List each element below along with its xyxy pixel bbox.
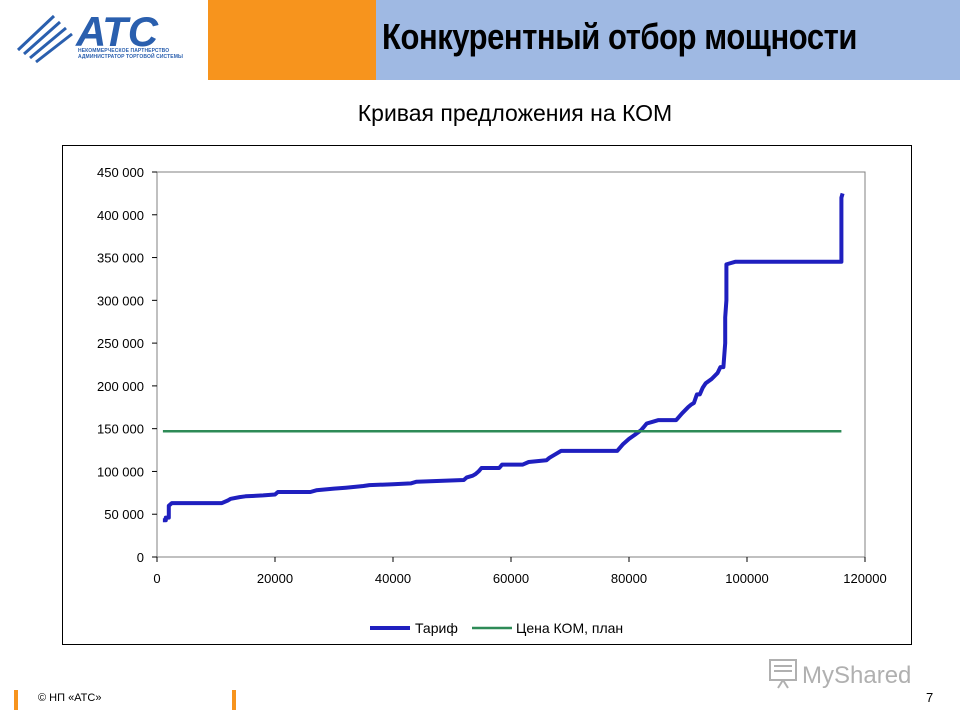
watermark: MyShared xyxy=(769,659,911,689)
footer-bar-right xyxy=(232,690,236,710)
copyright: © НП «АТС» xyxy=(38,692,102,704)
y-tick-label: 400 000 xyxy=(97,208,144,223)
y-tick-label: 250 000 xyxy=(97,336,144,351)
ats-logo: АТС xyxy=(16,8,159,64)
page-title: Конкурентный отбор мощности xyxy=(382,16,857,57)
x-tick-label: 80000 xyxy=(611,571,647,586)
x-tick-label: 40000 xyxy=(375,571,411,586)
header-accent xyxy=(208,0,376,80)
logo-subtitle: НЕКОММЕРЧЕСКОЕ ПАРТНЕРСТВО АДМИНИСТРАТОР… xyxy=(78,48,183,60)
x-tick-label: 20000 xyxy=(257,571,293,586)
x-tick-label: 60000 xyxy=(493,571,529,586)
logo-text: АТС xyxy=(75,8,159,55)
series-tariff-line xyxy=(162,192,845,523)
chart-frame xyxy=(62,145,912,645)
logo-area: АТС НЕКОММЕРЧЕСКОЕ ПАРТНЕРСТВО АДМИНИСТР… xyxy=(0,0,208,80)
y-tick-label: 0 xyxy=(137,550,144,565)
legend-label: Цена КОМ, план xyxy=(516,620,623,636)
y-tick-label: 300 000 xyxy=(97,293,144,308)
presentation-icon xyxy=(769,659,797,689)
watermark-text: MyShared xyxy=(802,662,911,689)
plot-area xyxy=(156,171,866,558)
y-tick-label: 200 000 xyxy=(97,379,144,394)
x-tick-label: 120000 xyxy=(843,571,886,586)
y-tick-label: 150 000 xyxy=(97,422,144,437)
x-tick-label: 0 xyxy=(153,571,160,586)
y-tick-label: 50 000 xyxy=(104,507,144,522)
y-tick-label: 100 000 xyxy=(97,464,144,479)
footer-bar-left xyxy=(14,690,18,710)
page-number: 7 xyxy=(926,690,934,705)
y-tick-label: 350 000 xyxy=(97,251,144,266)
chart-title: Кривая предложения на КОМ xyxy=(357,100,673,126)
legend-label: Тариф xyxy=(415,620,458,636)
x-tick-label: 100000 xyxy=(725,571,768,586)
y-tick-label: 450 000 xyxy=(97,165,144,180)
